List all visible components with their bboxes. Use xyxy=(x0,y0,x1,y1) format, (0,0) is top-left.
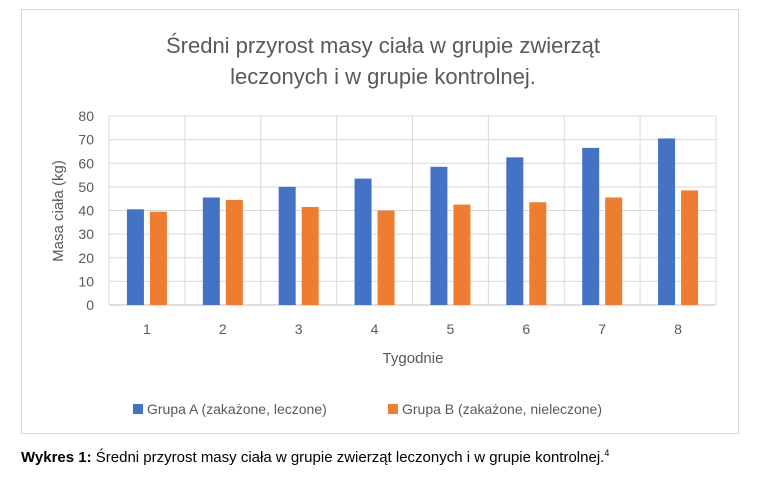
caption-footnote: 4 xyxy=(604,448,610,458)
x-tick-label: 5 xyxy=(447,321,455,337)
bar-series-2-cat-5 xyxy=(453,204,471,305)
bar-series-2-cat-2 xyxy=(225,199,243,305)
legend-entry: Grupa A (zakażone, leczone) xyxy=(147,401,327,417)
y-tick-label: 80 xyxy=(78,108,94,124)
caption-label: Wykres 1: xyxy=(21,449,92,466)
bar-series-2-cat-3 xyxy=(301,206,319,305)
bar-series-1-cat-8 xyxy=(658,138,676,305)
x-tick-label: 1 xyxy=(143,321,151,337)
bar-series-1-cat-7 xyxy=(582,147,600,305)
x-tick-label: 4 xyxy=(371,321,379,337)
x-tick-label: 3 xyxy=(295,321,303,337)
legend-swatch xyxy=(388,404,398,414)
x-tick-label: 6 xyxy=(522,321,530,337)
bar-series-1-cat-2 xyxy=(202,197,220,305)
y-tick-label: 30 xyxy=(78,226,94,242)
bar-series-1-cat-6 xyxy=(506,157,524,305)
figure-caption: Wykres 1: Średni przyrost masy ciała w g… xyxy=(21,448,751,466)
gridlines xyxy=(108,115,717,306)
chart-title-line-2: leczonych i w grupie kontrolnej. xyxy=(230,64,536,89)
x-tick-label: 8 xyxy=(674,321,682,337)
x-tick-label: 2 xyxy=(219,321,227,337)
bar-chart: Średni przyrost masy ciała w grupie zwie… xyxy=(50,33,717,417)
y-tick-label: 60 xyxy=(78,155,94,171)
y-tick-labels: 0 10 20 30 40 50 60 70 80 xyxy=(78,108,94,313)
bar-series-1-cat-5 xyxy=(430,166,448,305)
y-tick-label: 20 xyxy=(78,250,94,266)
bar-series-1-cat-3 xyxy=(278,186,296,305)
x-tick-labels: 1 2 3 4 5 6 7 8 xyxy=(143,321,682,337)
y-tick-label: 70 xyxy=(78,132,94,148)
bar-series-2-cat-8 xyxy=(681,190,699,305)
bar-series-2-cat-6 xyxy=(529,202,547,305)
chart-title-line-1: Średni przyrost masy ciała w grupie zwie… xyxy=(166,33,600,58)
caption-text: Średni przyrost masy ciała w grupie zwie… xyxy=(91,449,605,466)
legend-swatch xyxy=(133,404,143,414)
bar-series-2-cat-7 xyxy=(605,197,623,305)
bar-series-1-cat-1 xyxy=(126,209,144,305)
y-tick-label: 10 xyxy=(78,273,94,289)
y-tick-label: 40 xyxy=(78,203,94,219)
y-tick-label: 0 xyxy=(86,297,94,313)
legend-entry: Grupa B (zakażone, nieleczone) xyxy=(402,401,602,417)
x-tick-label: 7 xyxy=(598,321,606,337)
bars xyxy=(126,138,699,305)
bar-series-2-cat-1 xyxy=(149,211,167,305)
y-axis-label: Masa ciała (kg) xyxy=(50,160,67,262)
legend: Grupa A (zakażone, leczone) Grupa B (zaka… xyxy=(133,401,602,417)
x-axis-label: Tygodnie xyxy=(383,350,444,367)
bar-series-1-cat-4 xyxy=(354,178,372,305)
y-tick-label: 50 xyxy=(78,179,94,195)
bar-series-2-cat-4 xyxy=(377,210,395,305)
